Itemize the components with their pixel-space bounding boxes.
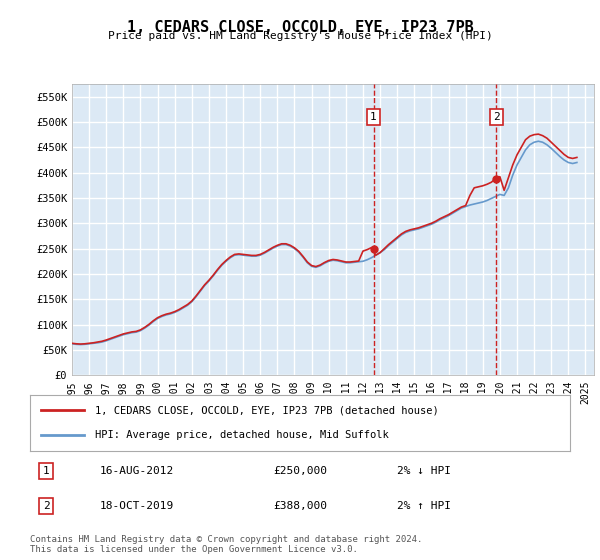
Text: 1: 1: [370, 112, 377, 122]
Text: 18-OCT-2019: 18-OCT-2019: [100, 501, 175, 511]
Text: 2% ↑ HPI: 2% ↑ HPI: [397, 501, 451, 511]
Text: £250,000: £250,000: [273, 466, 327, 476]
Text: 1, CEDARS CLOSE, OCCOLD, EYE, IP23 7PB (detached house): 1, CEDARS CLOSE, OCCOLD, EYE, IP23 7PB (…: [95, 405, 439, 416]
Text: Contains HM Land Registry data © Crown copyright and database right 2024.
This d: Contains HM Land Registry data © Crown c…: [30, 535, 422, 554]
Text: HPI: Average price, detached house, Mid Suffolk: HPI: Average price, detached house, Mid …: [95, 430, 389, 440]
Text: 2: 2: [493, 112, 500, 122]
Text: Price paid vs. HM Land Registry's House Price Index (HPI): Price paid vs. HM Land Registry's House …: [107, 31, 493, 41]
Text: £388,000: £388,000: [273, 501, 327, 511]
Text: 2: 2: [43, 501, 50, 511]
Text: 1, CEDARS CLOSE, OCCOLD, EYE, IP23 7PB: 1, CEDARS CLOSE, OCCOLD, EYE, IP23 7PB: [127, 20, 473, 35]
Text: 1: 1: [43, 466, 50, 476]
Text: 16-AUG-2012: 16-AUG-2012: [100, 466, 175, 476]
Text: 2% ↓ HPI: 2% ↓ HPI: [397, 466, 451, 476]
